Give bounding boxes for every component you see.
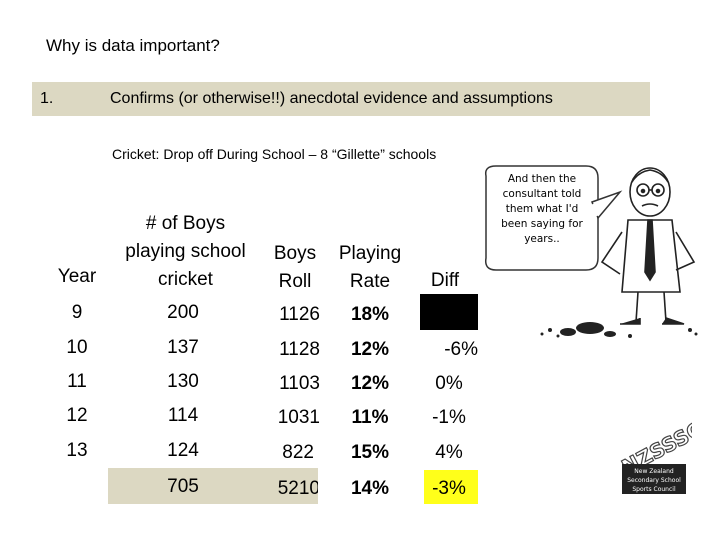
row-boys: 124 — [167, 440, 199, 461]
bubble-line2: consultant told — [503, 188, 582, 200]
header-roll-line1: Boys — [273, 243, 317, 264]
row-diff: 4% — [435, 442, 463, 463]
header-rate-line2: Rate — [349, 271, 391, 292]
header-diff: Diff — [430, 270, 460, 291]
logo-graphic: NZSSSC New Zealand Secondary School Spor… — [617, 416, 707, 494]
row-year: 13 — [66, 440, 88, 461]
header-boys-roll: Boys Roll — [262, 240, 328, 296]
row-roll: 1126 — [279, 304, 320, 325]
consultant-cartoon: And then the consultant told them what I… — [480, 162, 702, 342]
row-rate: 12% — [350, 373, 390, 394]
row-boys: 137 — [167, 337, 199, 358]
man-figure — [600, 167, 696, 325]
row-boys: 200 — [167, 302, 199, 323]
total-rate: 14% — [350, 478, 390, 499]
column-gap — [318, 468, 322, 504]
row-rate: 11% — [351, 407, 389, 428]
logo-line3: Sports Council — [632, 486, 676, 493]
logo-line2: Secondary School — [627, 477, 681, 484]
total-diff: -3% — [432, 478, 466, 499]
diff-blank-cell — [420, 294, 478, 330]
header-boys-line2: playing school — [125, 241, 246, 262]
logo-line1: New Zealand — [634, 468, 674, 475]
bubble-line1: And then the — [508, 173, 576, 185]
row-roll: 1031 — [277, 407, 320, 428]
slide-title: Why is data important? — [46, 36, 220, 55]
row-diff: -6% — [444, 339, 478, 360]
row-rate: 12% — [350, 339, 390, 360]
row-year: 11 — [67, 371, 87, 392]
row-rate: 18% — [350, 304, 390, 325]
bubble-line3: them what I'd — [506, 203, 579, 215]
total-boys: 705 — [167, 476, 199, 497]
header-playing-rate: Playing Rate — [330, 240, 410, 296]
diff-total-highlight — [424, 470, 478, 504]
row-diff: 0% — [435, 373, 463, 394]
row-rate: 15% — [350, 442, 390, 463]
header-rate-line1: Playing — [338, 243, 402, 264]
header-year: Year — [57, 266, 97, 287]
ground-scribbles — [540, 322, 698, 338]
row-diff: -1% — [432, 407, 466, 428]
point-bar: 1. Confirms (or otherwise!!) anecdotal e… — [32, 82, 650, 116]
header-boys-line3: cricket — [158, 269, 213, 290]
row-roll: 1128 — [279, 339, 320, 360]
row-boys: 130 — [167, 371, 199, 392]
total-roll: 5210 — [277, 478, 320, 499]
row-roll: 822 — [282, 442, 314, 463]
table-subtitle: Cricket: Drop off During School – 8 “Gil… — [112, 146, 437, 162]
header-roll-line2: Roll — [278, 271, 312, 292]
header-boys-playing: # of Boys playing school cricket — [108, 210, 263, 294]
cartoon-illustration: And then the consultant told them what I… — [484, 165, 698, 338]
row-roll: 1103 — [279, 373, 320, 394]
nzsssc-logo: NZSSSC New Zealand Secondary School Spor… — [612, 416, 707, 496]
row-year: 9 — [71, 302, 83, 323]
point-text: Confirms (or otherwise!!) anecdotal evid… — [110, 90, 553, 107]
row-boys: 114 — [167, 405, 199, 426]
row-year: 12 — [66, 405, 88, 426]
point-number: 1. — [40, 90, 54, 107]
total-shade — [108, 468, 320, 504]
bubble-line5: years.. — [524, 233, 560, 245]
header-boys-line1: # of Boys — [145, 213, 226, 234]
bubble-line4: been saying for — [501, 218, 583, 230]
row-year: 10 — [66, 337, 88, 358]
